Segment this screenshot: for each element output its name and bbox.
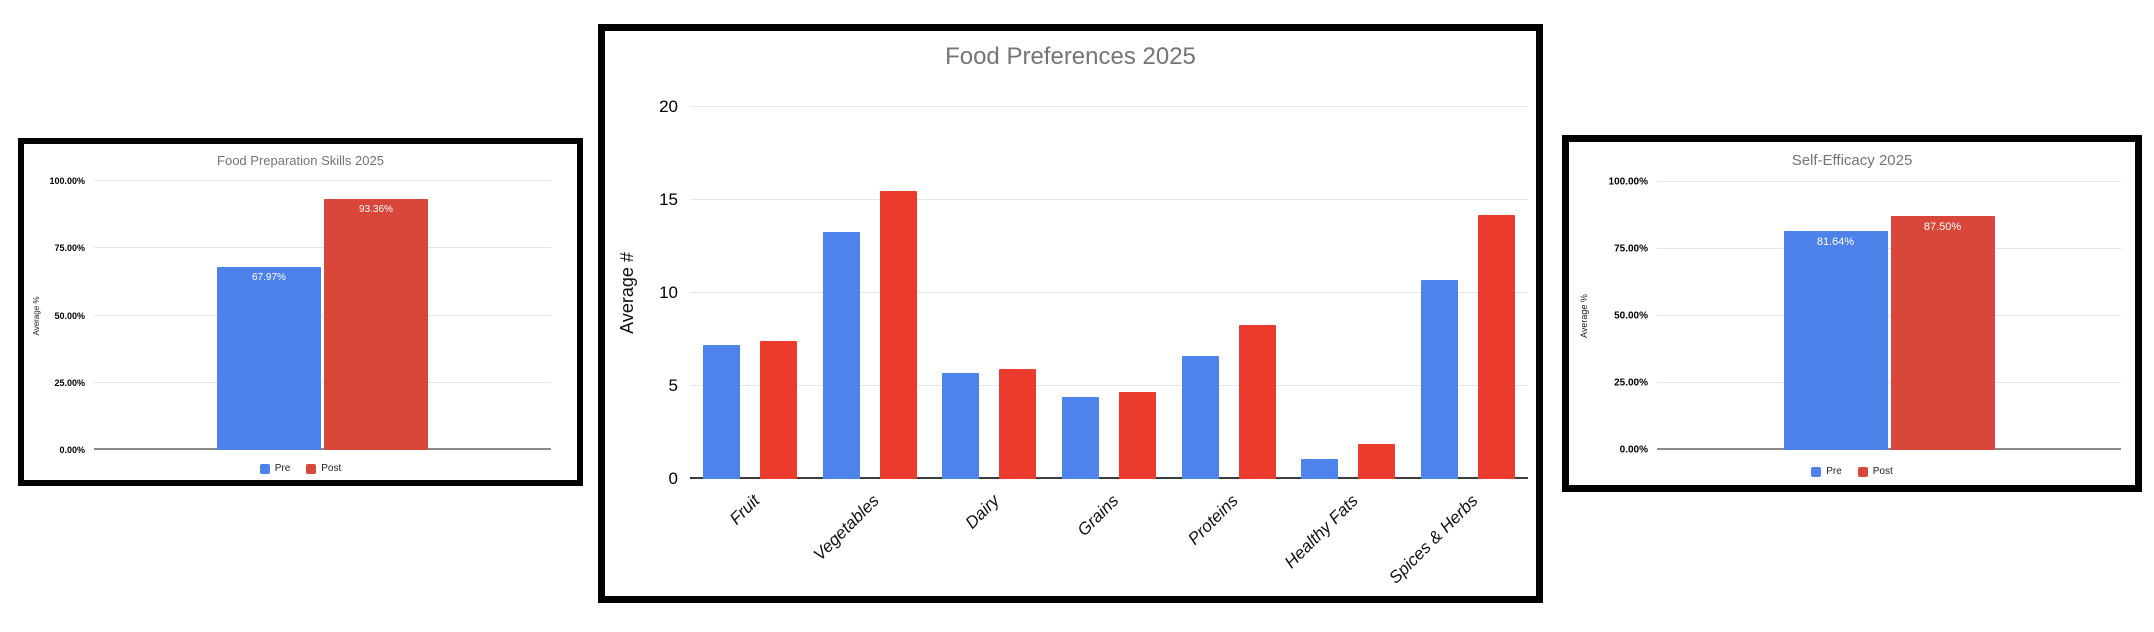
y-tick-label: 100.00% bbox=[49, 176, 85, 186]
bar-blue-grains bbox=[1062, 397, 1100, 479]
bar-red-proteins bbox=[1238, 324, 1276, 479]
x-axis-labels: Fruit Vegetables Dairy Grains Proteins Health… bbox=[725, 491, 1482, 588]
bar-group-grains bbox=[1049, 107, 1169, 479]
plot-area: 20 15 10 5 0 Fruit Vegetables Dairy Grains Protei… bbox=[659, 97, 1528, 587]
legend-item-pre: Pre bbox=[259, 463, 291, 474]
bars-layer: 81.64% 87.50% bbox=[1657, 182, 2121, 450]
bar-blue-vegetables bbox=[822, 231, 860, 479]
y-tick-label: 0.00% bbox=[1619, 444, 1648, 456]
gridline bbox=[1657, 382, 2121, 383]
bar-red-healthy-fats bbox=[1358, 443, 1396, 479]
y-tick-label: 20 bbox=[659, 97, 678, 116]
bar-red-spices-herbs bbox=[1478, 214, 1516, 479]
chart-food-preferences[interactable]: Food Preferences 2025 Average # 20 15 10 5 0… bbox=[598, 24, 1543, 603]
gridline bbox=[1657, 248, 2121, 249]
bars-layer bbox=[690, 107, 1528, 479]
bar-blue-dairy bbox=[942, 372, 980, 479]
bar-red-dairy bbox=[999, 369, 1037, 479]
chart-title: Food Preferences 2025 bbox=[945, 43, 1196, 70]
legend: Pre Post bbox=[1569, 466, 2135, 477]
gridline bbox=[94, 381, 551, 383]
legend-label: Post bbox=[321, 463, 342, 474]
bar-blue-fruit bbox=[702, 345, 740, 479]
legend-item-pre: Pre bbox=[1811, 466, 1842, 477]
legend-swatch-post bbox=[306, 463, 317, 474]
bar-group-vegetables bbox=[810, 107, 930, 479]
bar-red-grains bbox=[1119, 391, 1157, 479]
gridline bbox=[690, 199, 1528, 200]
y-tick-label: 25.00% bbox=[54, 377, 85, 388]
bar-red-vegetables bbox=[879, 190, 917, 479]
gridline bbox=[690, 292, 1528, 293]
chart-title: Self-Efficacy 2025 bbox=[1791, 152, 1913, 169]
gridline bbox=[1657, 315, 2121, 316]
chart-food-preparation-skills[interactable]: Food Preparation Skills 2025 Average % 1… bbox=[18, 138, 583, 486]
x-axis-line bbox=[1657, 448, 2121, 450]
gridline bbox=[94, 180, 551, 181]
chart-self-efficacy[interactable]: Self-Efficacy 2025 Average % 100.00% 75.0… bbox=[1562, 135, 2142, 492]
plot-area: 100.00% 75.00% 50.00% 25.00% 0.00% 67.97% 93.3… bbox=[49, 176, 551, 455]
y-tick-label: 0 bbox=[668, 469, 678, 488]
legend-label: Pre bbox=[274, 463, 291, 474]
bar-post: 87.50% bbox=[1890, 215, 1995, 450]
legend-item-post: Post bbox=[306, 463, 341, 474]
bar-pre: 81.64% bbox=[1783, 231, 1888, 450]
bar-value-label: 67.97% bbox=[252, 272, 286, 284]
legend-label: Pre bbox=[1826, 466, 1842, 477]
legend-swatch-pre bbox=[259, 463, 270, 474]
y-axis-label: Average # bbox=[617, 252, 637, 334]
gridline bbox=[690, 106, 1528, 107]
y-tick-label: 50.00% bbox=[1614, 310, 1648, 322]
bar-group-fruit bbox=[690, 107, 810, 479]
y-tick-label: 50.00% bbox=[54, 310, 85, 321]
bar-blue-healthy-fats bbox=[1301, 458, 1339, 479]
gridline bbox=[94, 247, 551, 249]
y-axis-label: Average % bbox=[32, 296, 41, 336]
bar-value-label: 93.36% bbox=[359, 203, 393, 215]
x-axis-line bbox=[690, 477, 1528, 479]
y-tick-label: 25.00% bbox=[1614, 377, 1648, 389]
bar-blue-spices-herbs bbox=[1421, 279, 1459, 479]
plot-area: 100.00% 75.00% 50.00% 25.00% 0.00% 81.64% 87.5… bbox=[1609, 177, 2121, 456]
y-tick-label: 10 bbox=[659, 283, 678, 302]
x-axis-line bbox=[94, 448, 551, 450]
y-tick-label: 75.00% bbox=[54, 243, 85, 254]
chart-title: Food Preparation Skills 2025 bbox=[217, 153, 384, 168]
legend-swatch-post bbox=[1857, 466, 1868, 477]
bars-layer: 67.97% 93.36% bbox=[94, 181, 551, 450]
bar-post: 93.36% bbox=[324, 198, 428, 450]
y-tick-label: 5 bbox=[668, 376, 678, 395]
bar-value-label: 87.50% bbox=[1923, 220, 1962, 233]
bar-pre: 67.97% bbox=[217, 267, 321, 450]
gridline bbox=[1657, 181, 2121, 182]
legend-label: Post bbox=[1872, 466, 1893, 477]
bar-group-proteins bbox=[1169, 107, 1289, 479]
gridline bbox=[690, 385, 1528, 386]
y-tick-label: 100.00% bbox=[1608, 176, 1648, 188]
gridline bbox=[94, 314, 551, 316]
bar-blue-proteins bbox=[1181, 356, 1219, 479]
bar-value-label: 81.64% bbox=[1816, 236, 1855, 249]
legend-item-post: Post bbox=[1857, 466, 1893, 477]
legend-swatch-pre bbox=[1811, 466, 1822, 477]
y-tick-label: 15 bbox=[659, 190, 678, 209]
y-axis-label: Average % bbox=[1579, 294, 1589, 338]
bar-group-dairy bbox=[929, 107, 1049, 479]
bar-group-spices-herbs bbox=[1408, 107, 1528, 479]
legend: Pre Post bbox=[24, 463, 577, 474]
bar-red-fruit bbox=[759, 341, 797, 479]
y-tick-label: 0.00% bbox=[59, 445, 85, 455]
bar-group-healthy-fats bbox=[1289, 107, 1409, 479]
y-tick-label: 75.00% bbox=[1614, 243, 1648, 255]
